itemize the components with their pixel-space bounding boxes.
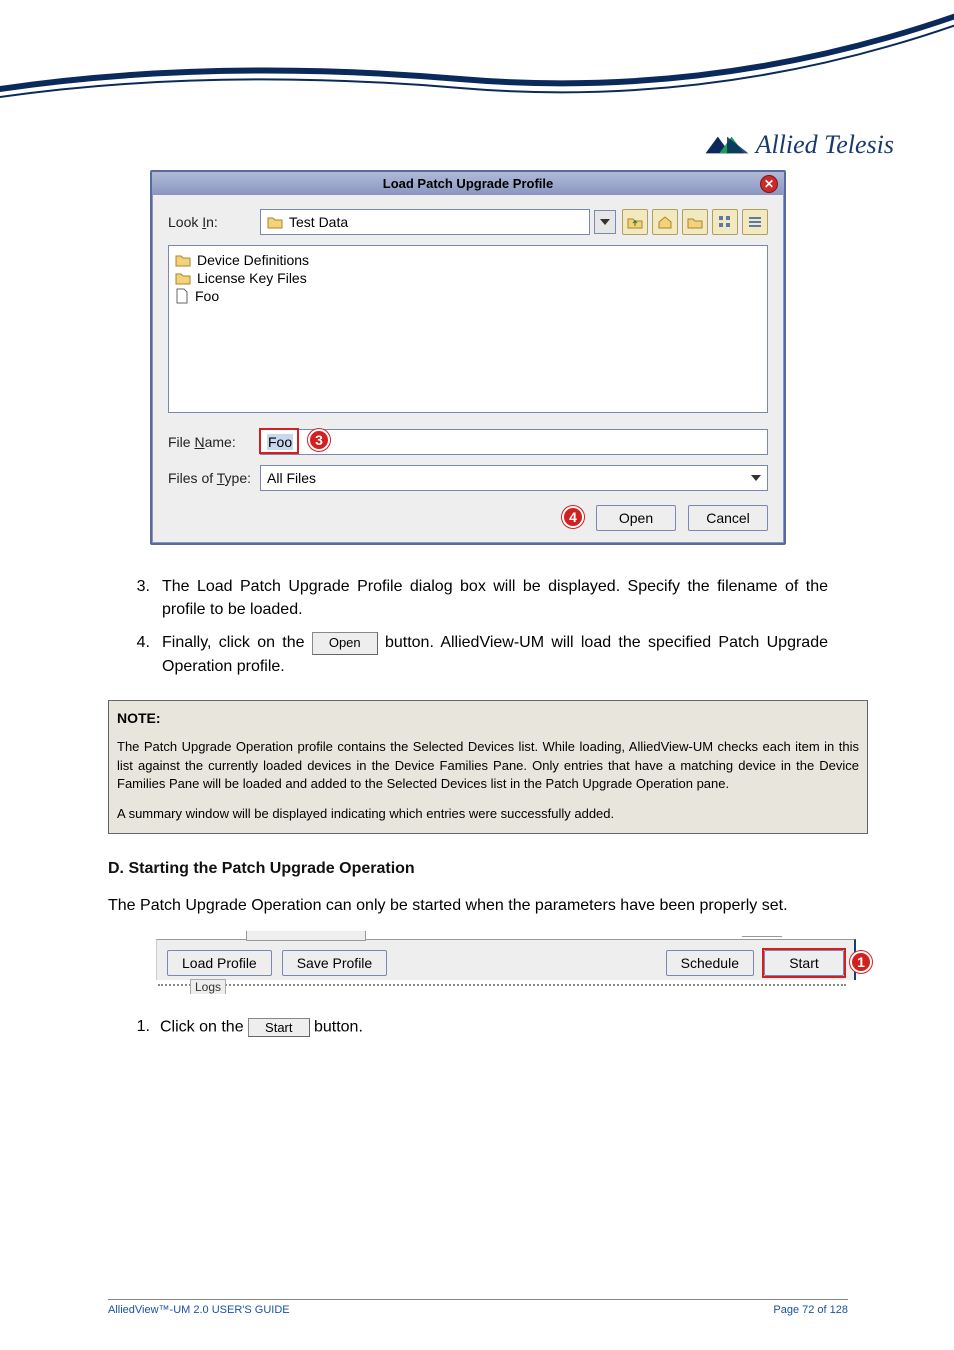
footer-left: AlliedView™-UM 2.0 USER'S GUIDE <box>108 1304 290 1316</box>
brand-logo: Allied Telesis <box>704 130 894 160</box>
note-box: NOTE: The Patch Upgrade Operation profil… <box>108 700 868 834</box>
section-d-heading: D. Starting the Patch Upgrade Operation <box>108 860 828 878</box>
callout-highlight-3 <box>259 428 299 454</box>
footer-right: Page 72 of 128 <box>773 1304 848 1316</box>
look-in-value: Test Data <box>289 214 348 230</box>
files-of-type-select[interactable]: All Files <box>260 465 768 491</box>
step-number: 4. <box>128 631 150 677</box>
file-list-pane[interactable]: Device Definitions License Key Files Foo <box>168 245 768 413</box>
cancel-button[interactable]: Cancel <box>688 505 768 531</box>
brand-mark-icon <box>704 133 750 157</box>
close-icon[interactable]: ✕ <box>760 175 778 193</box>
details-view-icon <box>748 215 762 229</box>
new-folder-button[interactable] <box>682 209 708 235</box>
text-fragment: button. <box>314 1019 363 1036</box>
page-footer: AlliedView™-UM 2.0 USER'S GUIDE Page 72 … <box>108 1299 848 1316</box>
note-paragraph: A summary window will be displayed indic… <box>117 805 859 823</box>
files-of-type-value: All Files <box>267 470 316 486</box>
buttons-strip-screenshot: Load Profile Save Profile Schedule Start… <box>156 939 856 1000</box>
file-name-input[interactable]: Foo <box>260 429 768 455</box>
callout-badge-4: 4 <box>562 506 584 528</box>
chevron-down-icon <box>600 219 610 225</box>
look-in-combo[interactable]: Test Data <box>260 209 590 235</box>
file-chooser-toolbar <box>622 209 768 235</box>
open-button-inline: Open <box>312 632 378 655</box>
new-folder-icon <box>687 215 703 229</box>
header-swoosh <box>0 0 954 120</box>
brand-text: Allied Telesis <box>756 130 894 160</box>
file-name: Device Definitions <box>197 252 309 268</box>
step-4: 4. Finally, click on the Open button. Al… <box>128 631 828 677</box>
file-list-item[interactable]: License Key Files <box>175 270 761 286</box>
step-number: 1. <box>128 1018 150 1037</box>
file-list-item[interactable]: Device Definitions <box>175 252 761 268</box>
open-button[interactable]: Open <box>596 505 676 531</box>
dialog-titlebar: Load Patch Upgrade Profile ✕ <box>152 172 784 195</box>
home-button[interactable] <box>652 209 678 235</box>
callout-highlight-1 <box>762 948 846 978</box>
callout-badge-3: 3 <box>308 429 330 451</box>
look-in-label: Look In: <box>168 214 260 230</box>
load-profile-dialog: Load Patch Upgrade Profile ✕ Look In: Te… <box>150 170 786 545</box>
callout-badge-1: 1 <box>850 951 872 973</box>
list-view-button[interactable] <box>712 209 738 235</box>
files-of-type-label: Files of Type: <box>168 470 260 486</box>
note-paragraph: The Patch Upgrade Operation profile cont… <box>117 738 859 793</box>
step-text: Finally, click on the Open button. Allie… <box>162 631 828 677</box>
folder-icon <box>175 253 191 267</box>
step-number: 3. <box>128 575 150 621</box>
list-view-icon <box>718 215 732 229</box>
folder-icon <box>267 215 283 229</box>
dialog-title-text: Load Patch Upgrade Profile <box>383 176 553 191</box>
file-icon <box>175 288 189 304</box>
file-name: License Key Files <box>197 270 307 286</box>
look-in-dropdown-button[interactable] <box>594 210 616 234</box>
up-folder-button[interactable] <box>622 209 648 235</box>
details-view-button[interactable] <box>742 209 768 235</box>
start-button-inline: Start <box>248 1018 309 1037</box>
file-list-item[interactable]: Foo <box>175 288 761 304</box>
decor-line <box>742 933 782 937</box>
logs-tab-fragment: Logs <box>190 979 226 994</box>
section-d-paragraph: The Patch Upgrade Operation can only be … <box>108 894 868 917</box>
folder-up-icon <box>627 215 643 229</box>
text-fragment: Finally, click on the <box>162 634 312 651</box>
schedule-button[interactable]: Schedule <box>666 950 754 976</box>
folder-icon <box>175 271 191 285</box>
note-heading: NOTE: <box>117 709 859 729</box>
step-text: Click on the Start button. <box>160 1018 363 1037</box>
step-3: 3. The Load Patch Upgrade Profile dialog… <box>128 575 828 621</box>
load-profile-button[interactable]: Load Profile <box>167 950 272 976</box>
step-1: 1. Click on the Start button. <box>128 1018 828 1037</box>
text-fragment: Click on the <box>160 1019 248 1036</box>
save-profile-button[interactable]: Save Profile <box>282 950 387 976</box>
home-icon <box>657 215 673 229</box>
field-cutoff-decor <box>246 931 366 941</box>
chevron-down-icon <box>751 475 761 481</box>
step-text: The Load Patch Upgrade Profile dialog bo… <box>162 575 828 621</box>
file-name: Foo <box>195 288 219 304</box>
file-name-label: File Name: <box>168 434 260 450</box>
